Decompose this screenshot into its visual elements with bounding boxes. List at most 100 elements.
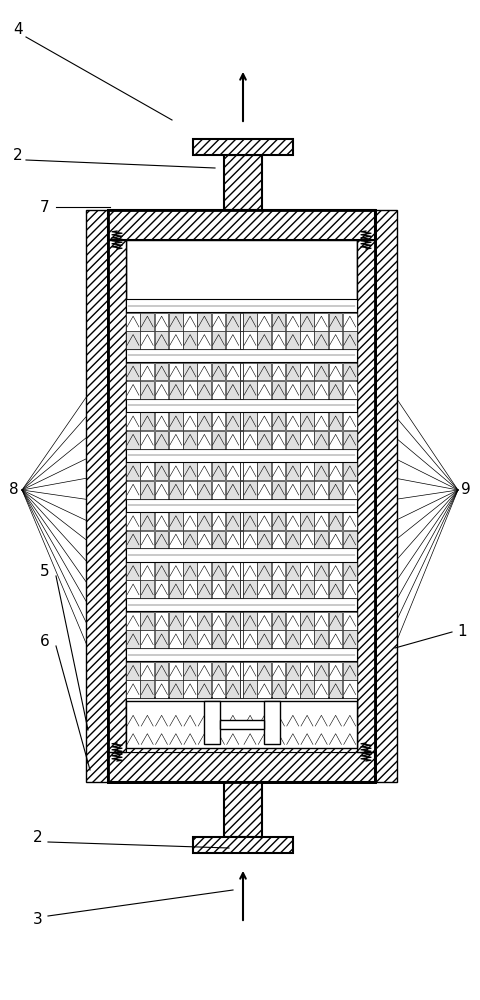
Bar bbox=[197, 313, 211, 331]
Bar bbox=[169, 680, 183, 698]
Bar bbox=[272, 612, 286, 630]
Bar bbox=[243, 562, 257, 580]
Bar bbox=[343, 712, 357, 730]
Bar bbox=[226, 481, 240, 499]
Bar bbox=[243, 680, 257, 698]
Bar bbox=[328, 462, 342, 480]
Bar bbox=[300, 680, 314, 698]
Bar bbox=[300, 630, 314, 648]
Bar bbox=[226, 580, 240, 598]
Bar bbox=[126, 701, 357, 748]
Bar bbox=[155, 431, 168, 449]
Bar bbox=[108, 210, 375, 782]
Bar bbox=[343, 381, 357, 399]
Bar bbox=[226, 363, 240, 380]
Bar bbox=[126, 512, 140, 530]
Bar bbox=[243, 481, 257, 499]
Bar bbox=[257, 531, 271, 548]
Bar bbox=[300, 431, 314, 449]
Bar bbox=[286, 680, 300, 698]
Bar bbox=[328, 612, 342, 630]
Bar bbox=[257, 580, 271, 598]
Bar bbox=[328, 680, 342, 698]
Bar bbox=[343, 562, 357, 580]
Bar bbox=[272, 662, 286, 680]
Bar bbox=[197, 562, 211, 580]
Bar bbox=[257, 381, 271, 399]
Bar bbox=[155, 363, 168, 380]
Bar bbox=[286, 481, 300, 499]
Text: 7: 7 bbox=[40, 200, 50, 215]
Bar bbox=[328, 381, 342, 399]
Bar bbox=[300, 313, 314, 331]
Bar bbox=[212, 680, 226, 698]
Bar bbox=[212, 531, 226, 548]
Bar bbox=[286, 730, 300, 748]
Bar bbox=[300, 580, 314, 598]
Bar bbox=[126, 363, 140, 380]
Bar bbox=[272, 531, 286, 548]
Bar bbox=[272, 363, 286, 380]
Bar bbox=[126, 412, 140, 430]
Bar bbox=[126, 612, 140, 630]
Bar bbox=[243, 381, 257, 399]
Bar bbox=[257, 331, 271, 349]
Bar bbox=[126, 580, 140, 598]
Bar bbox=[314, 363, 328, 380]
Bar bbox=[240, 363, 243, 380]
Bar bbox=[243, 630, 257, 648]
Bar bbox=[240, 412, 243, 430]
Bar bbox=[328, 363, 342, 380]
Bar bbox=[183, 712, 197, 730]
Bar bbox=[155, 331, 168, 349]
Bar bbox=[243, 662, 257, 680]
Bar bbox=[314, 412, 328, 430]
Bar bbox=[226, 431, 240, 449]
Bar bbox=[226, 531, 240, 548]
Bar bbox=[212, 381, 226, 399]
Bar bbox=[300, 412, 314, 430]
Bar bbox=[243, 412, 257, 430]
Bar bbox=[169, 381, 183, 399]
Bar bbox=[240, 612, 243, 630]
Bar bbox=[243, 512, 257, 530]
Bar bbox=[197, 662, 211, 680]
Bar bbox=[286, 313, 300, 331]
Bar bbox=[343, 481, 357, 499]
Bar bbox=[300, 662, 314, 680]
Bar bbox=[183, 562, 197, 580]
Bar bbox=[272, 412, 286, 430]
Bar bbox=[272, 331, 286, 349]
Bar bbox=[286, 412, 300, 430]
Bar bbox=[314, 712, 328, 730]
Bar bbox=[224, 782, 262, 837]
Bar bbox=[140, 712, 154, 730]
Bar bbox=[343, 580, 357, 598]
Bar bbox=[314, 481, 328, 499]
Bar bbox=[169, 562, 183, 580]
Bar bbox=[343, 662, 357, 680]
Bar bbox=[197, 730, 211, 748]
Bar bbox=[375, 210, 397, 782]
Bar bbox=[240, 562, 243, 580]
Bar bbox=[197, 680, 211, 698]
Bar bbox=[197, 531, 211, 548]
Bar bbox=[212, 562, 226, 580]
Bar bbox=[286, 712, 300, 730]
Bar bbox=[212, 512, 226, 530]
Bar bbox=[240, 580, 243, 598]
Bar bbox=[183, 680, 197, 698]
Bar bbox=[197, 481, 211, 499]
Bar bbox=[155, 531, 168, 548]
Bar bbox=[328, 331, 342, 349]
Bar bbox=[314, 680, 328, 698]
Bar bbox=[328, 313, 342, 331]
Bar bbox=[286, 431, 300, 449]
Bar bbox=[126, 712, 140, 730]
Bar bbox=[155, 630, 168, 648]
Bar bbox=[140, 730, 154, 748]
Bar bbox=[300, 531, 314, 548]
Bar bbox=[126, 680, 140, 698]
Bar bbox=[224, 155, 262, 210]
Bar bbox=[169, 580, 183, 598]
